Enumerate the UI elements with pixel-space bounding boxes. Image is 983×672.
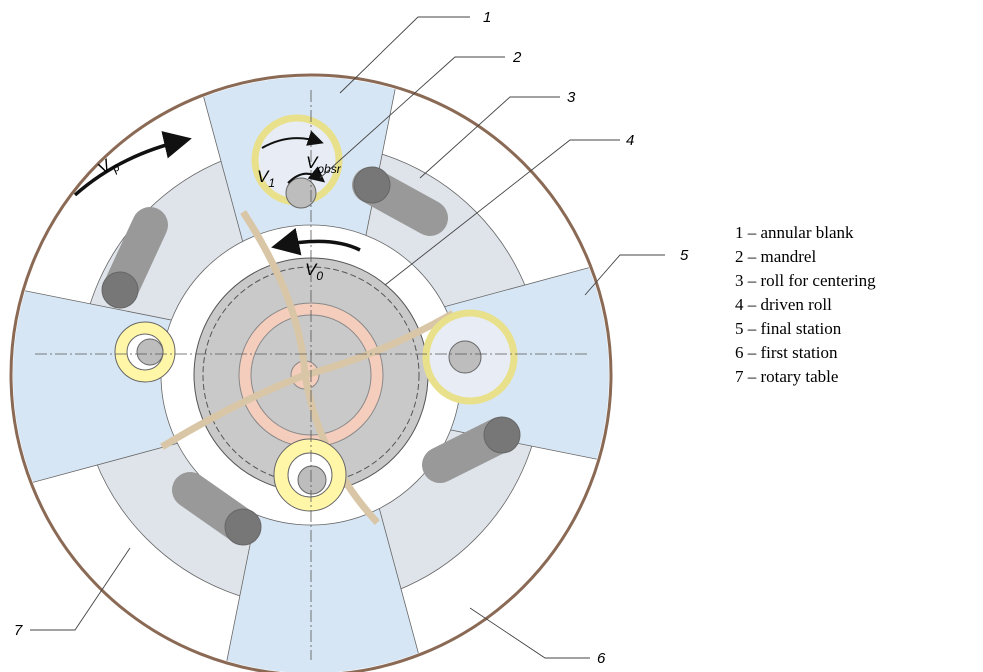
legend-item: 2 – mandrel xyxy=(735,247,816,266)
legend-item: 7 – rotary table xyxy=(735,367,838,386)
legend-item: 4 – driven roll xyxy=(735,295,832,314)
callout-number: 7 xyxy=(14,622,23,639)
legend-item: 6 – first station xyxy=(735,343,838,362)
callout-number: 3 xyxy=(567,89,576,106)
legend-item: 3 – roll for centering xyxy=(735,271,876,290)
callout-number: 6 xyxy=(597,650,606,667)
callout-number: 2 xyxy=(512,49,522,66)
legend: 1 – annular blank 2 – mandrel 3 – roll f… xyxy=(735,223,876,386)
callout-number: 4 xyxy=(626,132,634,149)
diagram: Vp Vobsr V1 V0 1 2 3 4 5 6 7 1 – annular… xyxy=(0,0,983,672)
legend-item: 1 – annular blank xyxy=(735,223,854,242)
callout-number: 1 xyxy=(483,9,491,26)
callout-number: 5 xyxy=(680,247,689,264)
legend-item: 5 – final station xyxy=(735,319,842,338)
